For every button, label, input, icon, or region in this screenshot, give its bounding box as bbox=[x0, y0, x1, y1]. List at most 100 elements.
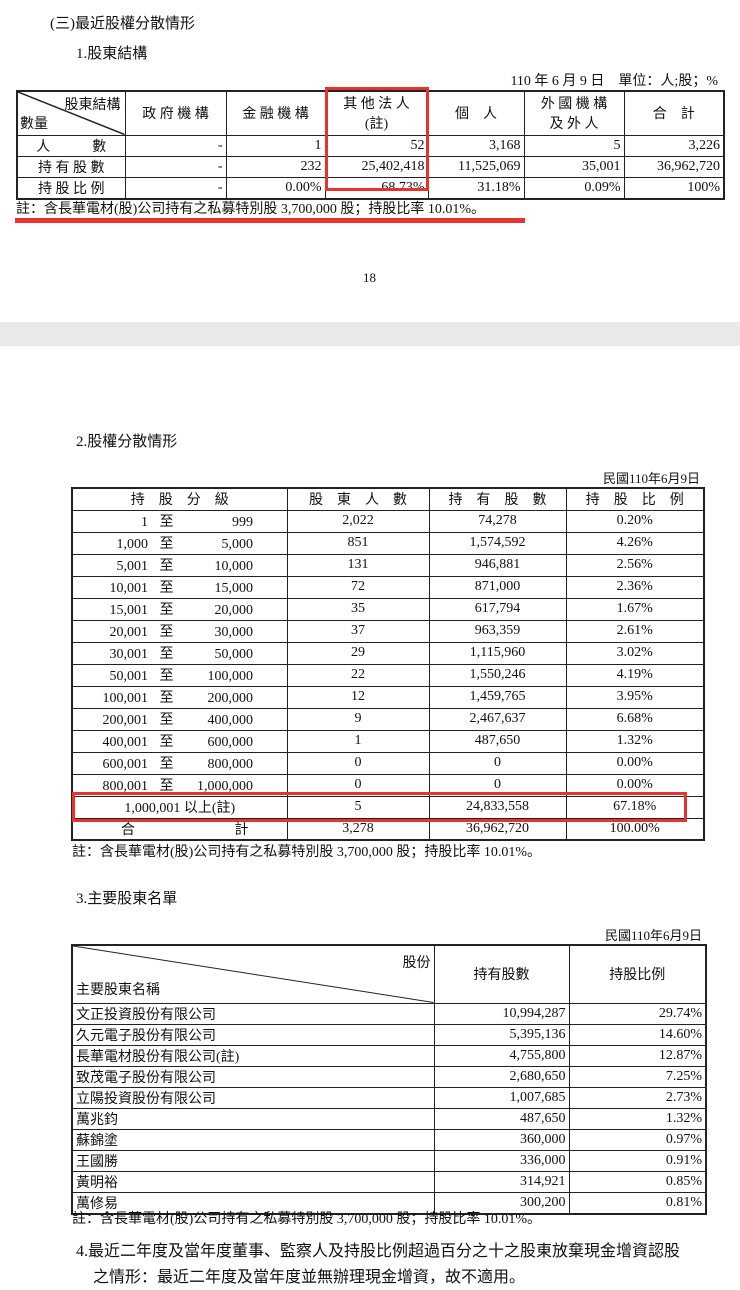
table-row: 文正投資股份有限公司 10,994,287 29.74% bbox=[71, 1002, 707, 1025]
table-row: 100,001 至 200,000 12 1,459,765 3.95% bbox=[71, 685, 705, 709]
value-cell: 3,168 bbox=[427, 134, 525, 157]
s2-date: 民國110年6月9日 bbox=[602, 471, 700, 486]
table-row: 立陽投資股份有限公司 1,007,685 2.73% bbox=[71, 1086, 707, 1109]
s1-date-unit: 110 年 6 月 9 日 單位：人;股；% bbox=[510, 74, 718, 89]
table-row: 400,001 至 600,000 1 487,650 1.32% bbox=[71, 729, 705, 753]
pct-cell: 1.67% bbox=[565, 597, 705, 621]
table-row: 20,001 至 30,000 37 963,359 2.61% bbox=[71, 619, 705, 643]
level-to: 200,000 bbox=[207, 691, 254, 706]
holders-cell: 2,022 bbox=[286, 509, 430, 533]
table-row: 30,001 至 50,000 29 1,115,960 3.02% bbox=[71, 641, 705, 665]
header-other-corp-l1: 其 他 法 人 bbox=[343, 97, 410, 113]
shareholder-name: 萬兆鈞 bbox=[71, 1107, 435, 1130]
corner-header: 股份 主要股東名稱 bbox=[71, 944, 435, 1004]
holders-cell: 29 bbox=[286, 641, 430, 665]
shareholder-name: 黃明裕 bbox=[71, 1170, 435, 1193]
table-row: 致茂電子股份有限公司 2,680,650 7.25% bbox=[71, 1065, 707, 1088]
level-to: 20,000 bbox=[214, 603, 254, 618]
table-row: 黃明裕 314,921 0.85% bbox=[71, 1170, 707, 1193]
shareholder-name: 長華電材股份有限公司(註) bbox=[71, 1044, 435, 1067]
header-foreign-l2: 及 外 人 bbox=[549, 117, 599, 133]
s2-note: 註：含長華電材(股)公司持有之私募特別股 3,700,000 股；持股比率 10… bbox=[72, 845, 541, 860]
holders-cell: 9 bbox=[286, 707, 430, 731]
table-row: 1 至 999 2,022 74,278 0.20% bbox=[71, 509, 705, 533]
shares-cell: 487,650 bbox=[433, 1107, 570, 1130]
table-row: 10,001 至 15,000 72 871,000 2.36% bbox=[71, 575, 705, 599]
pct-cell: 4.26% bbox=[565, 531, 705, 555]
shares-cell: 300,200 bbox=[433, 1191, 570, 1214]
shares-cell: 946,881 bbox=[428, 553, 567, 577]
shareholder-name: 久元電子股份有限公司 bbox=[71, 1023, 435, 1046]
level-cell: 100,001 至 200,000 bbox=[71, 685, 288, 709]
level-to-word: 至 bbox=[159, 735, 174, 750]
level-to: 10,000 bbox=[214, 559, 254, 574]
level-to: 100,000 bbox=[207, 669, 254, 684]
section-title: (三)最近股權分散情形 bbox=[50, 16, 195, 32]
pct-cell: 6.68% bbox=[565, 707, 705, 731]
highlight-underline bbox=[15, 218, 525, 223]
shares-cell: 4,755,800 bbox=[433, 1044, 570, 1067]
shares-cell: 5,395,136 bbox=[433, 1023, 570, 1046]
level-to-word: 至 bbox=[159, 757, 174, 772]
value-cell: - bbox=[124, 155, 227, 178]
level-cell: 1 至 999 bbox=[71, 509, 288, 533]
table-row: 200,001 至 400,000 9 2,467,637 6.68% bbox=[71, 707, 705, 731]
header-foreign: 外 國 機 構及 外 人 bbox=[523, 90, 625, 136]
pct-cell: 100.00% bbox=[565, 817, 705, 840]
table-row-total: 合 計 3,278 36,962,720 100.00% bbox=[71, 817, 705, 840]
row-label: 人 數 bbox=[16, 134, 126, 157]
shareholder-structure-table: 股東結構 數量 政 府 機 構 金 融 機 構 其 他 法 人 (註) 個 人 外… bbox=[16, 90, 725, 200]
header-foreign-l1: 外 國 機 構 bbox=[540, 97, 608, 113]
value-cell: 5 bbox=[523, 134, 625, 157]
corner-bottom-label: 數量 bbox=[20, 116, 48, 132]
shares-cell: 1,574,592 bbox=[428, 531, 567, 555]
page-number: 18 bbox=[363, 270, 376, 285]
pct-cell: 3.02% bbox=[565, 641, 705, 665]
s4-line2: 之情形：最近二年度及當年度並無辦理現金增資，故不適用。 bbox=[93, 1269, 526, 1286]
level-to: 400,000 bbox=[207, 713, 254, 728]
level-to-word: 至 bbox=[159, 515, 174, 530]
pct-cell: 0.91% bbox=[568, 1149, 707, 1172]
shares-cell: 1,550,246 bbox=[428, 663, 567, 687]
level-from: 5,001 bbox=[116, 559, 149, 574]
pct-cell: 0.20% bbox=[565, 509, 705, 533]
table-row: 蘇錦塗 360,000 0.97% bbox=[71, 1128, 707, 1151]
level-cell: 5,001 至 10,000 bbox=[71, 553, 288, 577]
value-cell: 31.18% bbox=[427, 176, 525, 199]
holders-cell: 3,278 bbox=[286, 817, 430, 840]
header-government: 政 府 機 構 bbox=[124, 90, 227, 136]
pct-cell: 1.32% bbox=[568, 1107, 707, 1130]
value-cell: 11,525,069 bbox=[427, 155, 525, 178]
pct-cell: 0.00% bbox=[565, 751, 705, 775]
level-cell: 200,001 至 400,000 bbox=[71, 707, 288, 731]
s3-title: 3.主要股東名單 bbox=[76, 891, 178, 907]
pct-cell: 29.74% bbox=[568, 1002, 707, 1025]
table-row: 久元電子股份有限公司 5,395,136 14.60% bbox=[71, 1023, 707, 1046]
pct-cell: 14.60% bbox=[568, 1023, 707, 1046]
shares-cell: 1,007,685 bbox=[433, 1086, 570, 1109]
header-holders: 股 東 人 數 bbox=[286, 487, 430, 511]
holders-cell: 12 bbox=[286, 685, 430, 709]
level-to: 600,000 bbox=[207, 735, 254, 750]
shares-cell: 360,000 bbox=[433, 1128, 570, 1151]
corner-bottom-label: 主要股東名稱 bbox=[76, 982, 160, 998]
holders-cell: 35 bbox=[286, 597, 430, 621]
level-from: 100,001 bbox=[102, 691, 149, 706]
s1-note: 註：含長華電材(股)公司持有之私募特別股 3,700,000 股；持股比率 10… bbox=[16, 202, 485, 217]
shareholder-name: 蘇錦塗 bbox=[71, 1128, 435, 1151]
pct-cell: 2.73% bbox=[568, 1086, 707, 1109]
s3-date: 民國110年6月9日 bbox=[604, 928, 702, 943]
level-to-word: 至 bbox=[159, 603, 174, 618]
level-from: 20,001 bbox=[109, 625, 149, 640]
shares-cell: 36,962,720 bbox=[428, 817, 567, 840]
level-cell: 50,001 至 100,000 bbox=[71, 663, 288, 687]
level-from: 800,001 bbox=[102, 779, 149, 794]
shares-cell: 1,115,960 bbox=[428, 641, 567, 665]
level-cell: 600,001 至 800,000 bbox=[71, 751, 288, 775]
holders-cell: 131 bbox=[286, 553, 430, 577]
level-cell: 15,001 至 20,000 bbox=[71, 597, 288, 621]
shares-cell: 2,467,637 bbox=[428, 707, 567, 731]
value-cell: - bbox=[124, 176, 227, 199]
level-to-word: 至 bbox=[159, 779, 174, 794]
s3-note: 註：含長華電材(股)公司持有之私募特別股 3,700,000 股；持股比率 10… bbox=[72, 1212, 541, 1227]
